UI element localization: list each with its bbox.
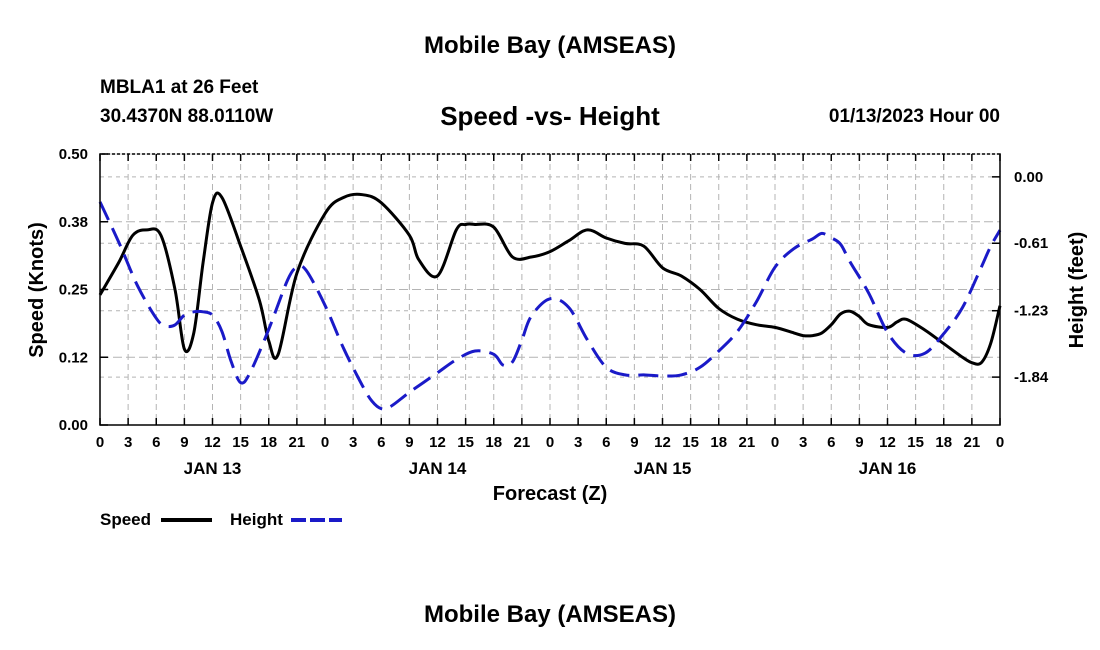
x-tick-label: 0 <box>321 434 329 451</box>
series-lines <box>98 191 1002 411</box>
series-height-line <box>98 201 1002 411</box>
x-tick-label: 21 <box>739 434 756 451</box>
day-label: JAN 15 <box>634 459 692 478</box>
x-tick-label: 18 <box>710 434 727 451</box>
x-tick-label: 18 <box>485 434 502 451</box>
x-tick-label: 12 <box>204 434 221 451</box>
forecast-datetime: 01/13/2023 Hour 00 <box>828 106 1000 127</box>
y-tick-label: 0.12 <box>59 349 88 366</box>
main-title: Mobile Bay (AMSEAS) <box>423 32 677 59</box>
x-tick-label: 3 <box>799 434 807 451</box>
x-tick-label: 15 <box>457 434 474 451</box>
y-tick-label: 0.25 <box>59 282 88 299</box>
y-tick-label: 0.38 <box>59 214 88 231</box>
x-tick-label: 6 <box>827 434 835 451</box>
y-axis-title: Speed (Knots) <box>26 222 48 358</box>
x-tick-label: 6 <box>152 434 160 451</box>
x-tick-label: 15 <box>907 434 924 451</box>
y-tick-label: 0.50 <box>59 146 88 163</box>
x-tick-label: 18 <box>260 434 277 451</box>
x-axis-title: Forecast (Z) <box>493 483 607 505</box>
y2-axis-title: Height (feet) <box>1066 232 1088 349</box>
x-tick-label: 12 <box>879 434 896 451</box>
chart-title: Speed -vs- Height <box>440 101 660 131</box>
x-tick-label: 9 <box>855 434 863 451</box>
x-tick-label: 21 <box>289 434 306 451</box>
x-tick-label: 18 <box>935 434 952 451</box>
x-tick-label: 3 <box>124 434 132 451</box>
x-tick-label: 12 <box>429 434 446 451</box>
x-tick-label: 3 <box>349 434 357 451</box>
bottom-title: Mobile Bay (AMSEAS) <box>423 601 677 628</box>
y-tick-label: 0.00 <box>59 417 88 434</box>
y2-tick-label: 0.00 <box>1014 169 1043 186</box>
x-tick-label: 6 <box>602 434 610 451</box>
x-tick-label: 9 <box>180 434 188 451</box>
x-tick-label: 12 <box>654 434 671 451</box>
series-speed-line <box>98 191 1002 366</box>
y2-tick-label: -0.61 <box>1014 235 1048 252</box>
legend-height-label: Height <box>230 510 283 529</box>
x-tick-label: 3 <box>574 434 582 451</box>
x-tick-label: 15 <box>232 434 249 451</box>
x-tick-label: 0 <box>996 434 1004 451</box>
x-tick-label: 0 <box>96 434 104 451</box>
x-tick-label: 15 <box>682 434 699 451</box>
x-tick-label: 21 <box>514 434 531 451</box>
day-label: JAN 16 <box>859 459 917 478</box>
station-coords: 30.4370N 88.0110W <box>100 106 274 127</box>
x-tick-label: 21 <box>964 434 981 451</box>
x-tick-label: 9 <box>405 434 413 451</box>
station-name: MBLA1 at 26 Feet <box>100 77 259 98</box>
legend-speed-label: Speed <box>100 510 151 529</box>
legend: Speed Height <box>100 510 342 529</box>
y2-tick-label: -1.84 <box>1014 369 1049 386</box>
axes: 0 3 6 9 12 15 18 21 0 3 6 9 12 15 18 21 0 3 6 9 12 15 18 21 0 3 6 9… <box>59 146 1049 478</box>
x-tick-label: 0 <box>771 434 779 451</box>
grid-lines <box>100 154 1000 425</box>
day-label: JAN 14 <box>409 459 467 478</box>
x-tick-label: 0 <box>546 434 554 451</box>
y2-tick-label: -1.23 <box>1014 303 1048 320</box>
day-label: JAN 13 <box>184 459 242 478</box>
x-tick-label: 6 <box>377 434 385 451</box>
x-tick-label: 9 <box>630 434 638 451</box>
